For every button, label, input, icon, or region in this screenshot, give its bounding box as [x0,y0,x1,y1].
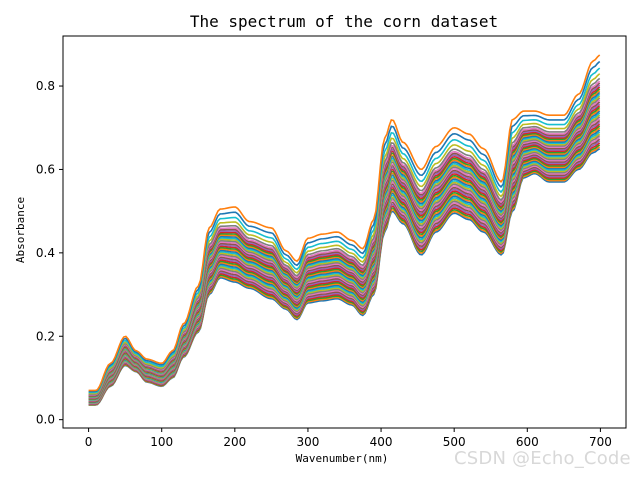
spectrum-line [88,95,601,398]
watermark: CSDN @Echo_Code [454,448,631,469]
x-axis: 0 100 200 300 400 500 600 700 [85,428,612,449]
spectrum-line [88,77,601,395]
chart-title: The spectrum of the corn dataset [190,12,498,31]
spectrum-line [88,97,601,398]
spectrum-lines [88,54,601,406]
y-tick-label: 0.4 [36,246,55,260]
plot-frame [62,35,627,429]
y-axis-label: Absorbance [14,197,27,263]
y-tick-label: 0.8 [36,79,55,93]
x-tick-label: 200 [223,435,246,449]
x-tick-label: 400 [370,435,393,449]
x-tick-label: 100 [150,435,173,449]
x-axis-label: Wavenumber(nm) [296,452,389,465]
x-tick-label: 300 [296,435,319,449]
spectrum-line [88,60,601,393]
y-tick-label: 0.6 [36,162,55,176]
y-tick-label: 0.2 [36,329,55,343]
x-tick-label: 0 [85,435,93,449]
spectrum-line [88,54,601,392]
spectrum-line [88,67,601,394]
x-tick-label: 700 [589,435,612,449]
y-axis: 0.0 0.2 0.4 0.6 0.8 [36,79,63,427]
spectrum-line [88,73,601,395]
y-tick-label: 0.0 [36,413,55,427]
x-tick-label: 600 [516,435,539,449]
x-tick-label: 500 [443,435,466,449]
